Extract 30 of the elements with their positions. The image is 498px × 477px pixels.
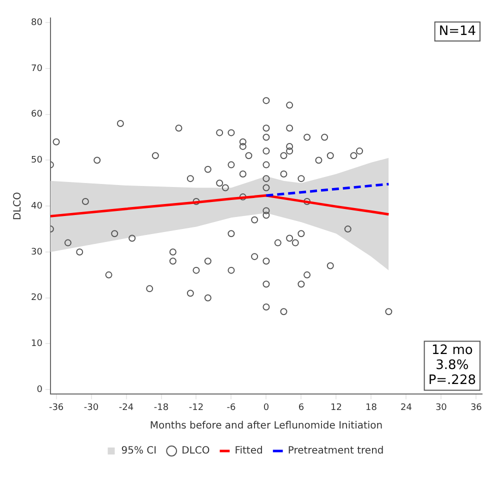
y-tick-label: 0 xyxy=(36,384,43,395)
y-tick-label: 70 xyxy=(31,64,43,74)
x-tick-label: -24 xyxy=(118,402,134,413)
annotation: 12 mo 3.8% P=.228 xyxy=(428,343,476,388)
x-tick-label: -18 xyxy=(154,402,169,413)
legend-label: 95% CI xyxy=(121,446,157,457)
x-tick-label: -12 xyxy=(188,402,204,413)
y-axis-title: DLCO xyxy=(12,192,24,220)
y-tick-label: 40 xyxy=(31,201,43,212)
legend-label: Pretreatment trend xyxy=(288,446,384,457)
x-tick-label: -30 xyxy=(84,402,99,413)
x-tick-label: -36 xyxy=(48,402,64,413)
x-tick-label: 6 xyxy=(298,402,304,413)
x-tick-label: 12 xyxy=(330,402,342,413)
y-tick-label: 10 xyxy=(31,339,43,350)
x-axis-title: Months before and after Leflunomide Initiation xyxy=(150,420,383,432)
x-tick-label: 0 xyxy=(263,402,270,413)
x-tick-label: -6 xyxy=(226,402,236,413)
x-tick-label: 36 xyxy=(470,402,482,413)
y-tick-label: 60 xyxy=(31,110,43,120)
x-tick-label: 30 xyxy=(435,402,448,413)
y-tick-label: 20 xyxy=(31,293,43,304)
x-tick-label: 24 xyxy=(400,402,412,413)
y-tick-label: 50 xyxy=(31,156,43,166)
legend-label: DLCO xyxy=(182,446,210,457)
x-tick-label: 18 xyxy=(365,402,378,413)
annotation: N=14 xyxy=(438,24,476,39)
legend-label: Fitted xyxy=(234,446,263,457)
y-tick-label: 80 xyxy=(31,18,43,28)
y-tick-label: 30 xyxy=(31,247,43,258)
